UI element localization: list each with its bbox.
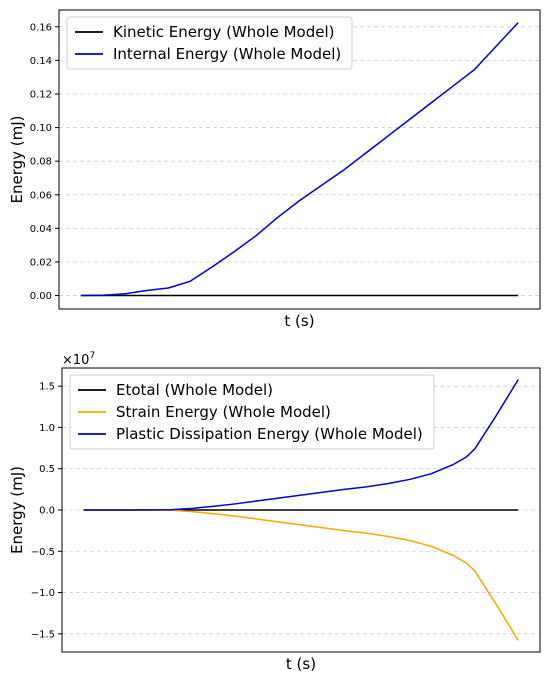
bottom-legend: Etotal (Whole Model) Strain Energy (Whole… [69,374,435,450]
bottom-x-axis-label: t (s) [286,655,316,673]
top-legend-label-1: Internal Energy (Whole Model) [113,45,341,63]
bottom-y-tick-label: 1.5 [39,382,55,393]
top-series-line-1 [80,22,519,297]
bottom-y-ticks: −1.5 −1.0 −0.5 0.0 0.5 1.0 1.5 [31,382,62,640]
top-legend: Kinetic Energy (Whole Model) Internal Ene… [66,16,353,70]
bottom-series-line-2 [83,379,519,511]
bottom-y-offset-base: ×10 [62,353,89,368]
bottom-y-axis-label: Energy (mJ) [8,466,26,554]
top-y-tick-label: 0.10 [30,123,52,134]
top-legend-box [66,16,353,70]
top-y-tick-label: 0.00 [30,291,52,302]
bottom-y-tick-label: −1.5 [31,629,55,640]
top-series [80,22,519,297]
top-y-ticks: 0.00 0.02 0.04 0.06 0.08 0.10 0.12 0.14 0.16 [30,22,59,302]
bottom-y-tick-label: 0.0 [39,506,55,517]
top-y-tick-label: 0.08 [30,157,52,168]
bottom-series [83,379,519,641]
bottom-series-line-1 [83,509,519,641]
bottom-y-tick-label: 0.5 [39,464,55,475]
top-plot-frame [58,9,541,310]
top-y-tick-label: 0.12 [30,89,52,100]
top-y-tick-label: 0.14 [30,56,52,67]
bottom-y-tick-label: −0.5 [31,547,55,558]
bottom-legend-label-1: Strain Energy (Whole Model) [116,403,331,421]
bottom-y-tick-label: −1.0 [31,588,55,599]
top-legend-label-0: Kinetic Energy (Whole Model) [113,23,335,41]
bottom-y-offset-label: ×107 [62,351,95,368]
top-y-axis-label: Energy (mJ) [8,115,26,203]
top-chart: 0.00 0.02 0.04 0.06 0.08 0.10 0.12 0.14 0.16 t (… [8,9,541,330]
bottom-legend-box [69,374,435,450]
bottom-y-tick-label: 1.0 [39,423,55,434]
top-x-axis-label: t (s) [284,312,314,330]
top-y-tick-label: 0.16 [30,22,52,33]
bottom-chart: −1.5 −1.0 −0.5 0.0 0.5 1.0 1.5 ×107 t (s) Ener… [8,351,541,673]
top-y-tick-label: 0.04 [30,224,52,235]
bottom-y-offset-exponent: 7 [89,351,95,361]
bottom-legend-label-2: Plastic Dissipation Energy (Whole Model) [116,425,423,443]
top-y-tick-label: 0.02 [30,257,52,268]
top-y-tick-label: 0.06 [30,190,52,201]
bottom-legend-label-0: Etotal (Whole Model) [116,381,273,399]
